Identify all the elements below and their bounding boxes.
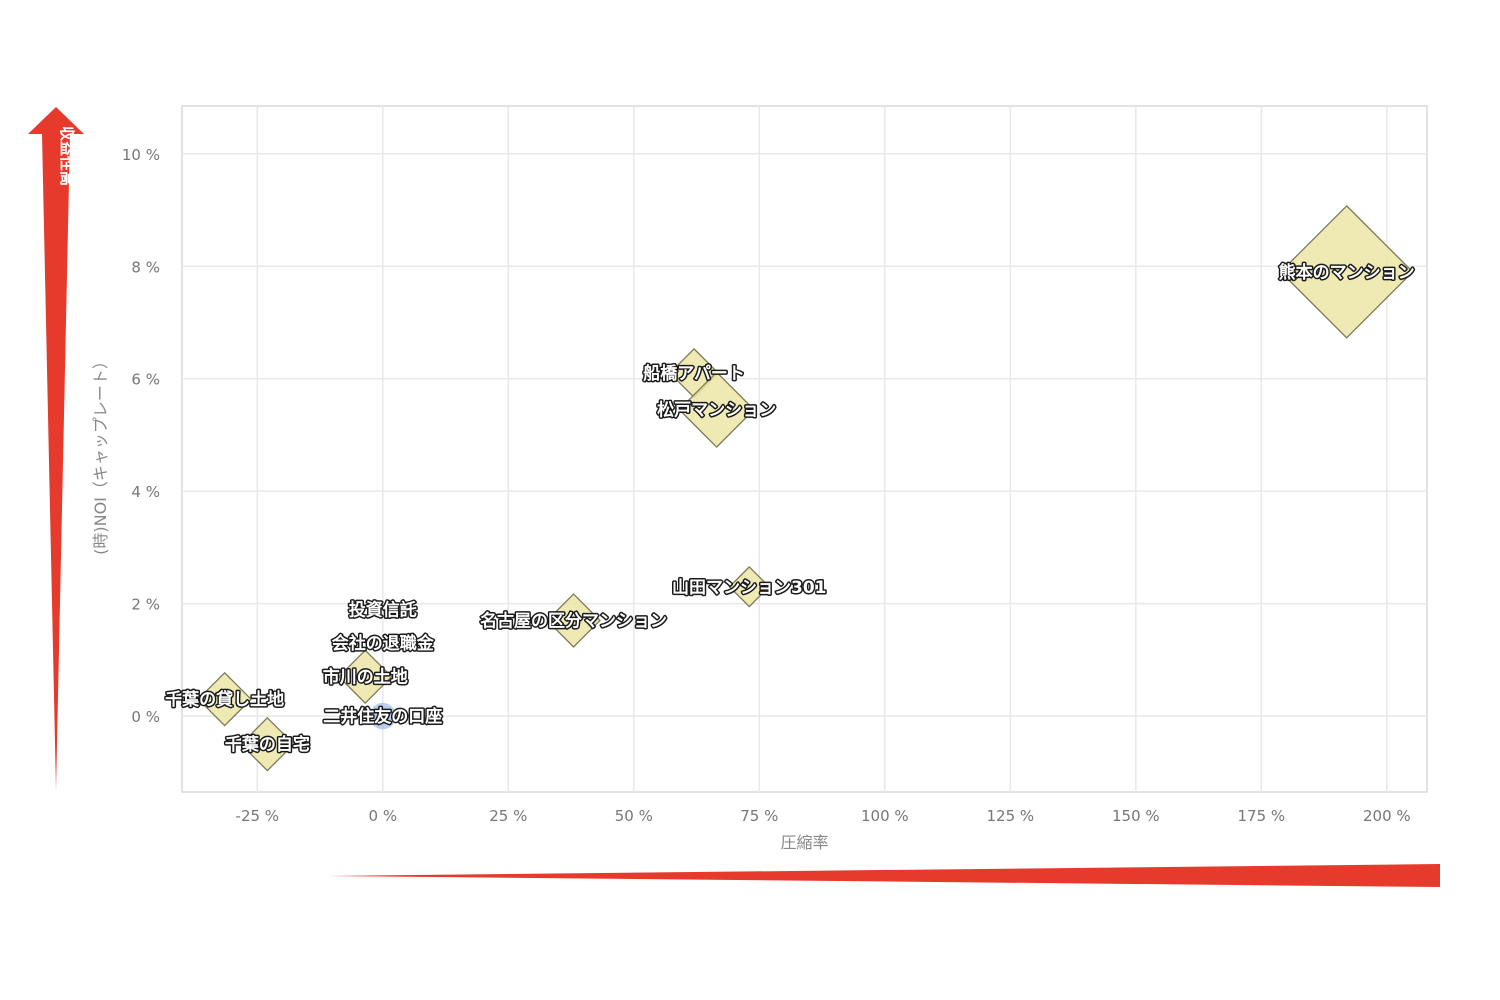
x-tick-label: 100 % — [861, 807, 909, 825]
point-label: 船橋アパート — [643, 363, 745, 384]
data-point-diamond — [197, 671, 252, 727]
data-point-diamond — [728, 566, 770, 608]
point-label: 二井住友の口座 — [323, 706, 442, 727]
data-point-diamond — [678, 371, 755, 448]
point-label: 市川の土地 — [323, 667, 408, 688]
x-tick-label: 125 % — [986, 807, 1034, 825]
y-tick-label: 6 % — [131, 371, 160, 389]
arrows-layer — [28, 107, 1440, 887]
y-tick-label: 2 % — [131, 596, 160, 614]
x-tick-label: 175 % — [1238, 807, 1286, 825]
point-label: 山田マンション301 — [672, 578, 827, 598]
x-axis-ticks: -25 % 0 % 25 % 50 % 75 % 100 % 125 % 150 % 175 %… — [236, 807, 1411, 825]
x-tick-label: 150 % — [1112, 807, 1160, 825]
chart-marks — [197, 204, 1414, 772]
data-point-diamond — [240, 716, 295, 772]
point-label: 千葉の自宅 — [225, 734, 310, 755]
data-point-diamond — [1279, 204, 1414, 339]
point-label: 千葉の貸し土地 — [165, 689, 284, 710]
x-tick-label: 200 % — [1363, 807, 1411, 825]
data-point-circle — [369, 702, 397, 730]
point-label: 熊本のマンション — [1279, 262, 1415, 283]
y-tick-label: 8 % — [131, 258, 160, 276]
vertical-arrow — [28, 107, 84, 790]
y-tick-label: 10 % — [122, 146, 160, 164]
point-label: 投資信託 — [349, 599, 417, 620]
high-yield-label: 収益性高 — [58, 126, 76, 186]
data-point-diamond — [337, 649, 393, 705]
y-axis-title: (時)NOI（キャップレート） — [91, 353, 110, 555]
y-axis-ticks: 0 % 2 % 4 % 6 % 8 % 10 % — [122, 146, 160, 726]
x-axis-title: 圧縮率 — [780, 833, 828, 852]
point-labels: 熊本のマンション船橋アパート松戸マンション山田マンション301名古屋の区分マンシ… — [164, 260, 1417, 756]
y-tick-label: 0 % — [131, 708, 160, 726]
x-tick-label: 75 % — [740, 807, 778, 825]
horizontal-arrow — [328, 864, 1440, 887]
point-label: 名古屋の区分マンション — [480, 611, 667, 632]
x-tick-label: -25 % — [236, 807, 280, 825]
y-tick-label: 4 % — [131, 483, 160, 501]
point-label: 松戸マンション — [657, 400, 776, 421]
x-tick-label: 25 % — [489, 807, 527, 825]
point-label: 会社の退職金 — [332, 633, 435, 654]
data-point-diamond — [546, 593, 601, 648]
x-tick-label: 0 % — [369, 807, 398, 825]
x-tick-label: 50 % — [615, 807, 653, 825]
